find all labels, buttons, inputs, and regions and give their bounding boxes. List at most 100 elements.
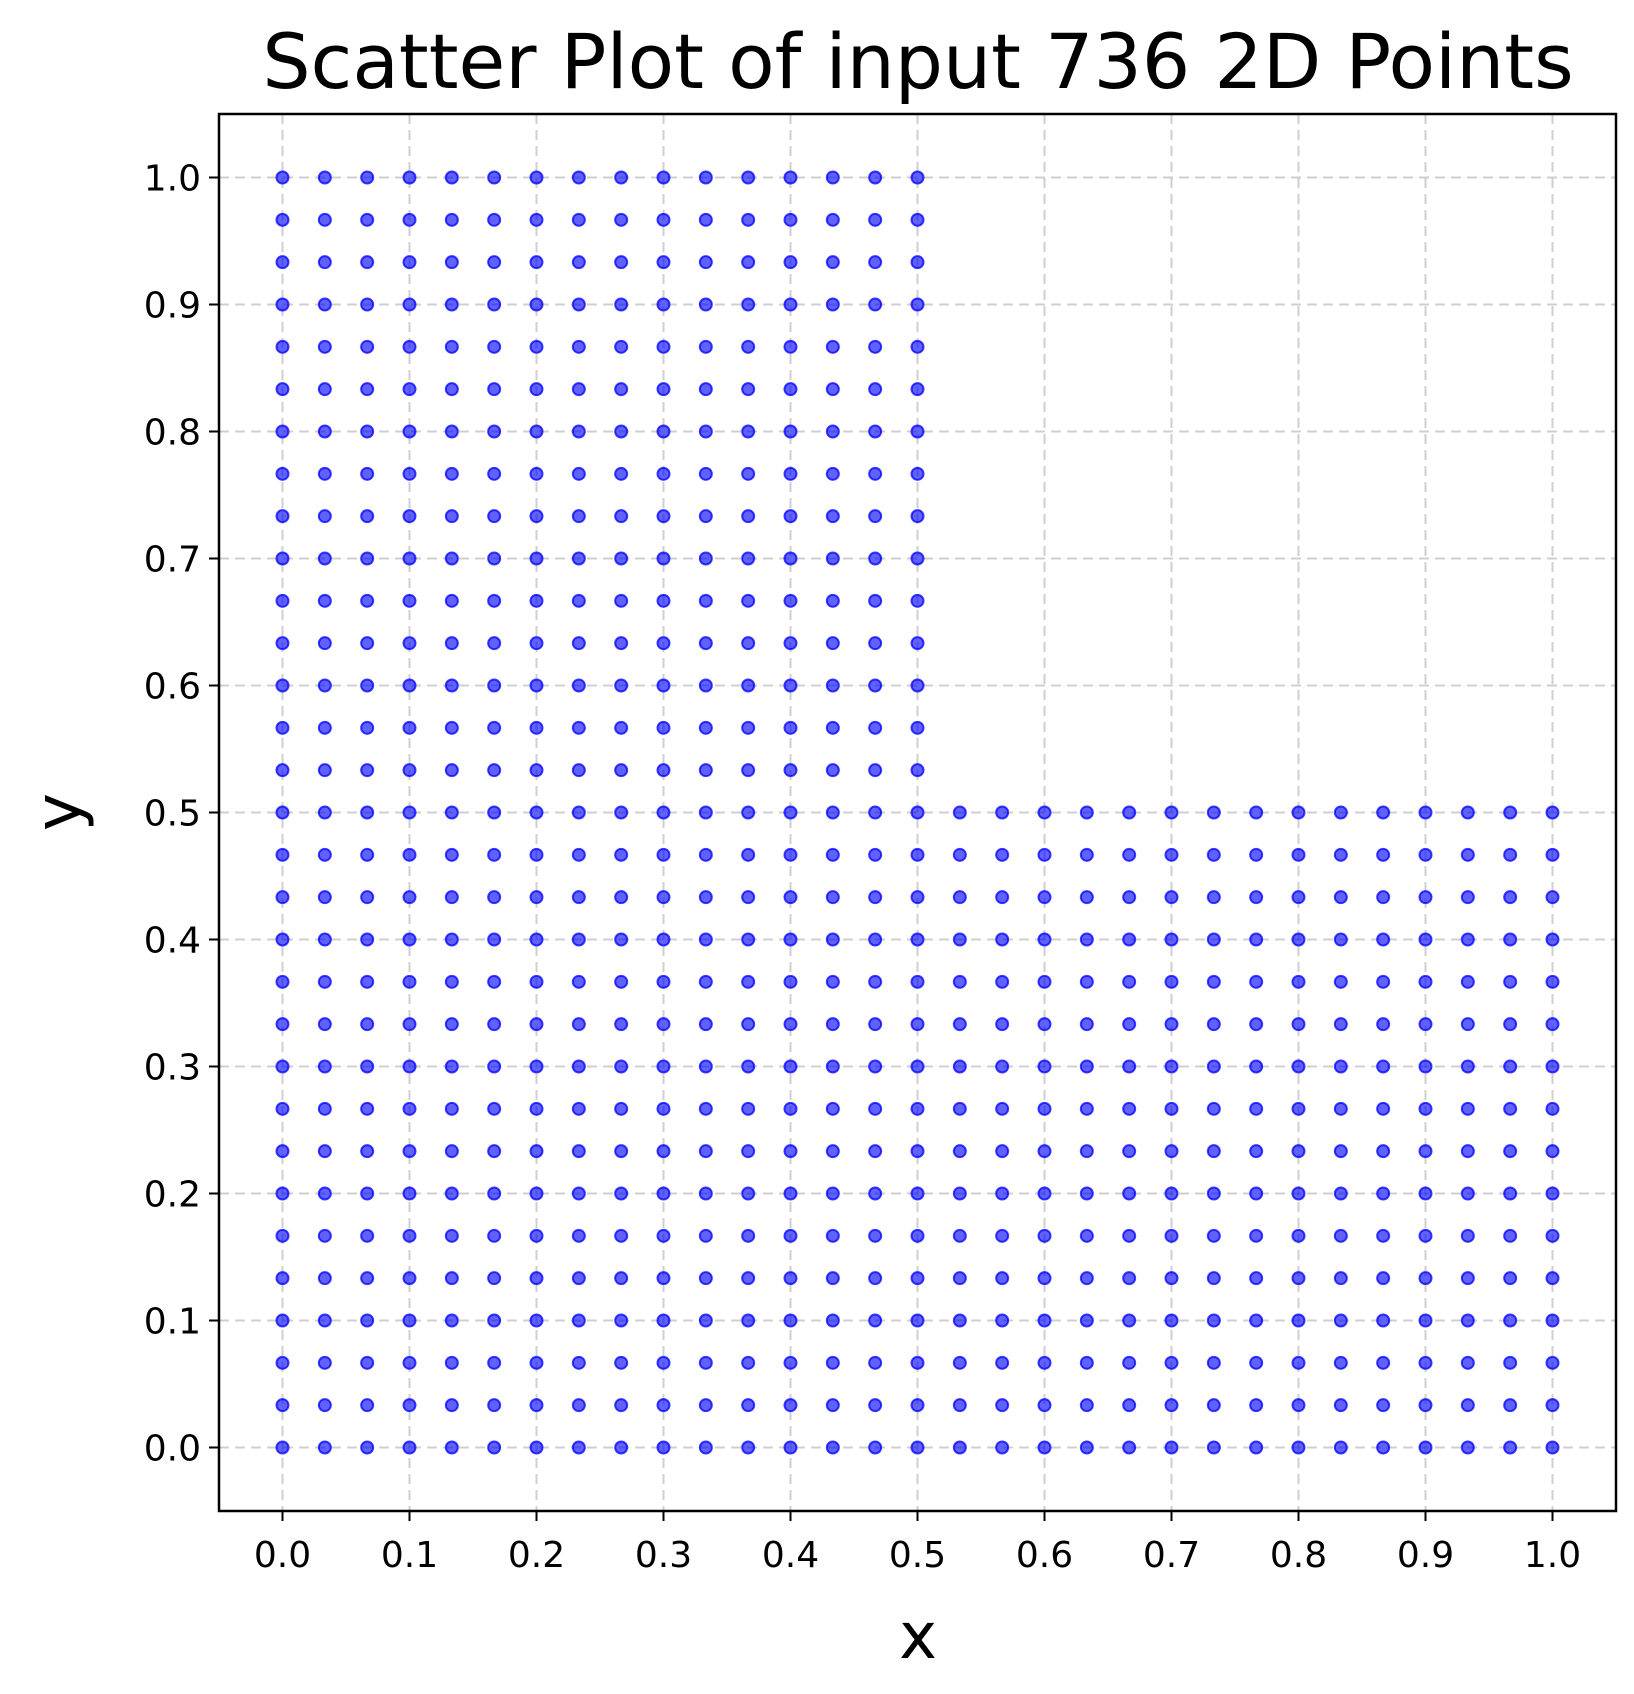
data-point	[825, 170, 840, 185]
data-point	[360, 1017, 375, 1032]
data-point	[1249, 1355, 1264, 1370]
data-point	[275, 255, 290, 270]
data-point	[317, 974, 332, 989]
data-point	[1376, 1355, 1391, 1370]
data-point	[1460, 1101, 1475, 1116]
data-point	[1079, 1271, 1094, 1286]
data-point	[487, 382, 502, 397]
y-axis-ticks: 0.0 0.1 0.2 0.3 0.4 0.5 0.6 0.7 0.8 0.9 1.0	[144, 159, 219, 1470]
data-point	[698, 382, 713, 397]
data-point	[275, 1059, 290, 1074]
data-point	[317, 339, 332, 354]
data-point	[275, 170, 290, 185]
data-point	[1503, 1059, 1518, 1074]
data-point	[1037, 1440, 1052, 1455]
data-point	[360, 1228, 375, 1243]
data-point	[571, 763, 586, 778]
data-point	[614, 932, 629, 947]
data-point	[1418, 1144, 1433, 1159]
data-point	[1460, 1186, 1475, 1201]
data-point	[317, 1440, 332, 1455]
data-point	[275, 720, 290, 735]
data-point	[825, 805, 840, 820]
data-point	[741, 339, 756, 354]
data-point	[1545, 1186, 1560, 1201]
data-point	[360, 636, 375, 651]
data-point	[614, 1017, 629, 1032]
data-point	[360, 1313, 375, 1328]
data-point	[1418, 847, 1433, 862]
data-point	[698, 720, 713, 735]
data-point	[1503, 932, 1518, 947]
data-point	[1418, 1355, 1433, 1370]
data-point	[910, 551, 925, 566]
data-point	[1206, 1101, 1221, 1116]
data-point	[1333, 1440, 1348, 1455]
data-point	[783, 212, 798, 227]
data-point	[1376, 1017, 1391, 1032]
data-point	[1291, 847, 1306, 862]
data-point	[952, 1398, 967, 1413]
data-point	[487, 1144, 502, 1159]
data-point	[444, 847, 459, 862]
chart-title: Scatter Plot of input 736 2D Points	[262, 17, 1573, 106]
data-point	[529, 932, 544, 947]
data-point	[1037, 1313, 1052, 1328]
data-point	[910, 1398, 925, 1413]
data-point	[741, 170, 756, 185]
data-point	[487, 847, 502, 862]
data-point	[1333, 1228, 1348, 1243]
data-point	[614, 339, 629, 354]
data-point	[317, 382, 332, 397]
data-point	[783, 974, 798, 989]
data-point	[741, 1186, 756, 1201]
data-point	[1376, 1186, 1391, 1201]
data-point	[1249, 1228, 1264, 1243]
data-point	[910, 636, 925, 651]
data-point	[868, 297, 883, 312]
data-point	[656, 1228, 671, 1243]
data-point	[1418, 1059, 1433, 1074]
data-point	[825, 1440, 840, 1455]
data-point	[571, 932, 586, 947]
data-point	[444, 1355, 459, 1370]
data-point	[571, 466, 586, 481]
data-point	[783, 551, 798, 566]
data-point	[698, 678, 713, 693]
data-point	[1037, 932, 1052, 947]
data-point	[868, 1271, 883, 1286]
data-point	[444, 1059, 459, 1074]
data-point	[698, 890, 713, 905]
data-point	[1164, 805, 1179, 820]
data-point	[868, 1017, 883, 1032]
data-point	[1333, 1017, 1348, 1032]
x-tick-label: 0.8	[1270, 1535, 1327, 1576]
data-point	[571, 1059, 586, 1074]
data-point	[741, 636, 756, 651]
data-point	[1333, 1355, 1348, 1370]
data-point	[402, 509, 417, 524]
data-point	[741, 763, 756, 778]
data-point	[402, 1355, 417, 1370]
data-point	[698, 297, 713, 312]
data-point	[741, 551, 756, 566]
data-point	[444, 1398, 459, 1413]
data-point	[868, 678, 883, 693]
data-point	[571, 1017, 586, 1032]
data-point	[952, 805, 967, 820]
data-point	[1291, 1355, 1306, 1370]
data-point	[910, 339, 925, 354]
y-axis-label: y	[22, 793, 96, 831]
data-point	[317, 636, 332, 651]
data-point	[995, 1017, 1010, 1032]
data-point	[1418, 1440, 1433, 1455]
data-point	[910, 1144, 925, 1159]
data-point	[614, 551, 629, 566]
data-point	[656, 339, 671, 354]
data-point	[868, 170, 883, 185]
data-point	[1037, 1017, 1052, 1032]
data-point	[656, 847, 671, 862]
data-point	[614, 974, 629, 989]
data-point	[910, 1440, 925, 1455]
data-point	[1291, 1313, 1306, 1328]
